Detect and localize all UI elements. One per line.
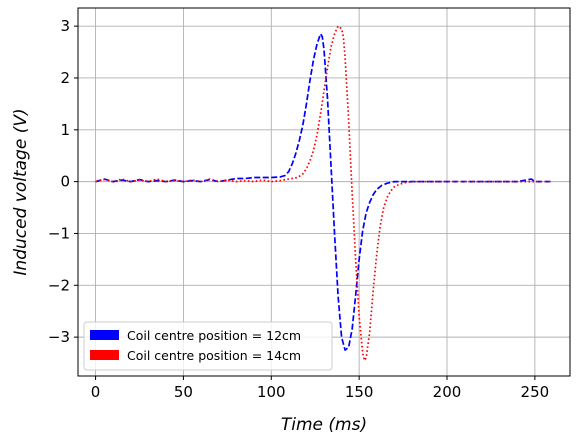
x-tick-label: 200 xyxy=(433,383,462,401)
x-axis-label: Time (ms) xyxy=(281,415,367,435)
x-tick-label: 0 xyxy=(91,383,101,401)
grid xyxy=(78,8,570,376)
legend-swatch-series-2 xyxy=(90,350,119,360)
y-tick-label: −1 xyxy=(48,224,70,242)
x-tick-label: 250 xyxy=(521,383,550,401)
legend-label-series-2: Coil centre position = 14cm xyxy=(127,348,301,363)
y-axis-label: Induced voltage (V) xyxy=(11,108,31,275)
legend-box xyxy=(83,321,333,371)
legend-swatch-series-1 xyxy=(90,330,119,340)
series-layer xyxy=(95,25,553,362)
ticks: 0 50 100 150 200 250 −3 −2 −1 0 1 2 3 xyxy=(48,17,549,401)
y-tick-label: 0 xyxy=(60,173,70,191)
x-tick-label: 150 xyxy=(345,383,374,401)
x-tick-label: 50 xyxy=(174,383,193,401)
y-tick-label: −3 xyxy=(48,328,70,346)
legend: Coil centre position = 12cm Coil centre … xyxy=(83,321,333,371)
series-line-2 xyxy=(95,25,553,362)
plot-frame xyxy=(77,7,571,377)
y-tick-label: −2 xyxy=(48,276,70,294)
y-tick-label: 1 xyxy=(60,121,70,139)
y-tick-label: 2 xyxy=(60,69,70,87)
legend-label-series-1: Coil centre position = 12cm xyxy=(127,328,301,343)
y-tick-label: 3 xyxy=(60,17,70,35)
series-line-1 xyxy=(95,33,553,351)
x-tick-label: 100 xyxy=(257,383,286,401)
